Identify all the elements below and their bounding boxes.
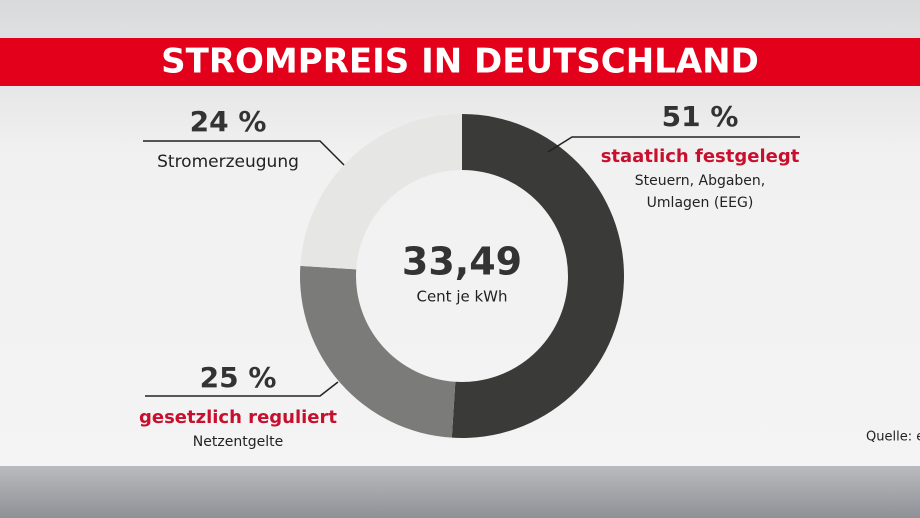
leader-line (145, 381, 339, 397)
source: Quelle: e (866, 430, 920, 445)
chart-title: STROMPREIS IN DEUTSCHLAND (161, 42, 759, 82)
donut-segment (300, 114, 462, 270)
category-label: gesetzlich reguliert (139, 407, 337, 428)
value-label: 25 % (200, 361, 277, 394)
center-value: 33,49 (402, 240, 522, 284)
detail-label: Umlagen (EEG) (647, 195, 754, 211)
title-banner (0, 38, 920, 86)
value-label: 24 % (190, 105, 267, 138)
leader-line (143, 140, 345, 166)
footer-band (0, 466, 920, 518)
detail-label: Steuern, Abgaben, (635, 173, 766, 189)
leader-line (547, 136, 800, 153)
category-label: Stromerzeugung (157, 152, 299, 172)
center-unit: Cent je kWh (416, 288, 507, 306)
category-label: staatlich festgelegt (601, 146, 800, 167)
donut-segment (451, 114, 624, 438)
value-label: 51 % (662, 100, 739, 133)
detail-label: Netzentgelte (193, 434, 283, 450)
donut-segment (300, 265, 456, 438)
